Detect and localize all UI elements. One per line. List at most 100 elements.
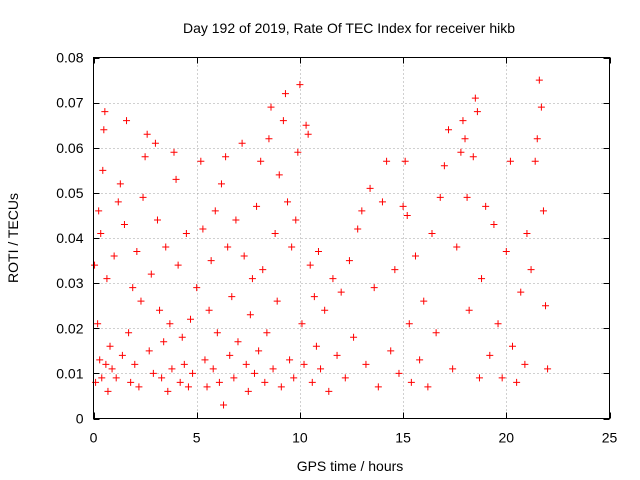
data-point (232, 216, 240, 224)
data-point (527, 266, 535, 274)
data-point (238, 139, 246, 147)
data-point (141, 153, 149, 161)
data-point (226, 351, 234, 359)
y-tick-label: 0.04 (56, 230, 83, 246)
data-point (279, 117, 287, 125)
data-point (416, 356, 424, 364)
data-point (362, 360, 370, 368)
data-point (275, 171, 283, 179)
data-point (176, 378, 184, 386)
data-point (98, 374, 106, 382)
data-point (207, 257, 215, 265)
data-point (325, 387, 333, 395)
data-point (310, 293, 318, 301)
data-point (542, 302, 550, 310)
data-point (151, 139, 159, 147)
data-point (250, 369, 258, 377)
data-point (222, 153, 230, 161)
data-point (457, 148, 465, 156)
data-point (242, 360, 250, 368)
data-point (306, 261, 314, 269)
data-point (341, 374, 349, 382)
data-point (259, 266, 267, 274)
data-point (255, 347, 263, 355)
data-point (244, 387, 252, 395)
data-point (162, 243, 170, 251)
data-point (482, 202, 490, 210)
data-point (494, 320, 502, 328)
axes: 0 5 10 15 20 25 0 0.01 0.02 0.03 0.04 0.05 0.06 0.07 0… (56, 50, 617, 446)
data-point (544, 365, 552, 373)
data-point (321, 306, 329, 314)
data-point (407, 378, 415, 386)
data-point (354, 225, 362, 233)
data-point (149, 369, 157, 377)
data-point (91, 261, 99, 269)
data-point (261, 378, 269, 386)
data-point (269, 365, 277, 373)
data-point (314, 248, 322, 256)
data-point (205, 306, 213, 314)
data-point (168, 365, 176, 373)
data-point (498, 374, 506, 382)
data-point (178, 333, 186, 341)
y-tick-label: 0.01 (56, 365, 83, 381)
data-point (302, 121, 310, 129)
data-point (133, 248, 141, 256)
data-point (463, 193, 471, 201)
data-point (378, 198, 386, 206)
data-point (329, 275, 337, 283)
data-point (100, 126, 108, 134)
data-point (370, 284, 378, 292)
data-point (391, 266, 399, 274)
data-point (383, 157, 391, 165)
x-tick-label: 15 (395, 430, 411, 446)
data-point (273, 297, 281, 305)
data-point (286, 356, 294, 364)
data-point (95, 207, 103, 215)
data-point (473, 108, 481, 116)
data-point (211, 207, 219, 215)
data-point (145, 347, 153, 355)
data-point (102, 360, 110, 368)
y-tick-label: 0.02 (56, 320, 83, 336)
data-point (129, 284, 137, 292)
y-tick-label: 0.05 (56, 185, 83, 201)
data-point (125, 329, 133, 337)
data-point (449, 365, 457, 373)
data-point (158, 374, 166, 382)
data-point (217, 180, 225, 188)
data-point (478, 275, 486, 283)
data-point (471, 94, 479, 102)
data-point (143, 130, 151, 138)
y-tick-label: 0.07 (56, 95, 83, 111)
data-point (405, 320, 413, 328)
data-point (277, 383, 285, 391)
data-point (184, 383, 192, 391)
data-point (298, 320, 306, 328)
data-point (312, 342, 320, 350)
data-point (110, 252, 118, 260)
data-point (203, 383, 211, 391)
data-point (156, 306, 164, 314)
data-point (531, 157, 539, 165)
data-point (288, 243, 296, 251)
data-point (174, 261, 182, 269)
data-point (172, 175, 180, 183)
data-point (490, 220, 498, 228)
data-point (94, 320, 102, 328)
data-point (387, 347, 395, 355)
x-axis-label: GPS time / hours (297, 458, 404, 474)
chart-title: Day 192 of 2019, Rate Of TEC Index for r… (183, 20, 515, 36)
data-point (170, 148, 178, 156)
y-axis-label: ROTI / TECUs (5, 193, 21, 283)
data-point (135, 383, 143, 391)
data-point (428, 229, 436, 237)
data-point (182, 229, 190, 237)
data-point (197, 157, 205, 165)
data-point (103, 275, 111, 283)
data-point (108, 365, 116, 373)
data-point (209, 365, 217, 373)
data-point (465, 306, 473, 314)
y-tick-label: 0 (76, 411, 84, 427)
